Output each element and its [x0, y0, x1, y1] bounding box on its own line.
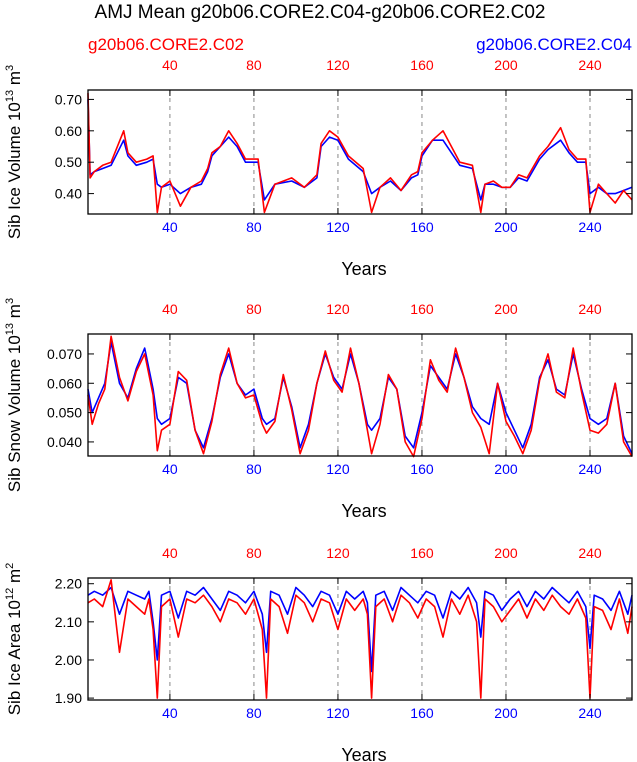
- x-tick-label-bottom: 80: [246, 219, 262, 235]
- series-line-red: [87, 335, 633, 458]
- x-tick-label-bottom: 240: [578, 219, 602, 235]
- x-tick-label-bottom: 200: [494, 705, 518, 721]
- panel-1: 0.40 0.50 0.60 0.70 40 40 80 80 120 120 160 160 200 2…: [4, 57, 633, 279]
- x-tick-label-top: 200: [494, 301, 518, 317]
- x-tick-label-top: 120: [326, 545, 350, 561]
- x-tick-label-bottom: 120: [326, 461, 350, 477]
- x-tick-label-bottom: 200: [494, 461, 518, 477]
- x-tick-label-bottom: 120: [326, 219, 350, 235]
- y-axis-title: Sib Ice Volume 1013 m3: [4, 65, 24, 239]
- x-tick-label-bottom: 160: [410, 461, 434, 477]
- x-tick-label-bottom: 240: [578, 461, 602, 477]
- x-tick-label-top: 160: [410, 301, 434, 317]
- x-axis-title: Years: [341, 745, 386, 762]
- x-tick-label-bottom: 200: [494, 219, 518, 235]
- panel-2: 0.040 0.050 0.060 0.070 40 40 80 80 120 120 160 160…: [4, 298, 633, 521]
- x-tick-label-top: 240: [578, 57, 602, 73]
- legend-c02-label: g20b06.CORE2.C02: [88, 35, 244, 54]
- series-line-red: [87, 93, 633, 214]
- y-tick-label: 0.40: [55, 186, 82, 202]
- x-tick-label-top: 120: [326, 57, 350, 73]
- figure-title: AMJ Mean g20b06.CORE2.C04-g20b06.CORE2.C…: [95, 2, 546, 23]
- x-tick-label-bottom: 240: [578, 705, 602, 721]
- x-tick-label-top: 80: [246, 301, 262, 317]
- x-tick-label-bottom: 160: [410, 705, 434, 721]
- y-tick-label: 0.70: [55, 91, 82, 107]
- x-tick-label-bottom: 80: [246, 705, 262, 721]
- y-tick-label: 0.060: [47, 375, 82, 391]
- y-tick-label: 0.070: [47, 346, 82, 362]
- y-axis-title: Sib Ice Area 1012 m2: [4, 563, 24, 716]
- x-tick-label-top: 240: [578, 545, 602, 561]
- y-tick-label: 0.050: [47, 405, 82, 421]
- series-line-blue: [87, 99, 633, 201]
- series-line-blue: [87, 586, 633, 673]
- y-tick-label: 1.90: [55, 690, 82, 706]
- legend-c04-label: g20b06.CORE2.C04: [476, 35, 632, 54]
- y-tick-label: 2.10: [55, 614, 82, 630]
- x-tick-label-top: 40: [162, 545, 178, 561]
- x-tick-label-bottom: 80: [246, 461, 262, 477]
- x-tick-label-top: 160: [410, 545, 434, 561]
- x-tick-label-top: 200: [494, 57, 518, 73]
- y-axis-title: Sib Snow Volume 1013 m3: [4, 298, 24, 492]
- x-tick-label-top: 160: [410, 57, 434, 73]
- panel-3: 1.90 2.00 2.10 2.20 40 40 80 80 120 120 160 160 200 2…: [4, 545, 633, 762]
- x-tick-label-top: 40: [162, 57, 178, 73]
- x-tick-label-top: 80: [246, 57, 262, 73]
- y-tick-label: 0.040: [47, 434, 82, 450]
- y-tick-label: 2.00: [55, 652, 82, 668]
- series-line-red: [87, 579, 633, 699]
- x-tick-label-bottom: 40: [162, 705, 178, 721]
- plot-frame: [87, 89, 633, 215]
- x-tick-label-top: 80: [246, 545, 262, 561]
- y-tick-label: 0.50: [55, 154, 82, 170]
- y-tick-label: 2.20: [55, 576, 82, 592]
- plot-frame: [87, 577, 633, 701]
- x-tick-label-bottom: 40: [162, 461, 178, 477]
- x-tick-label-top: 120: [326, 301, 350, 317]
- x-tick-label-bottom: 40: [162, 219, 178, 235]
- x-tick-label-top: 240: [578, 301, 602, 317]
- panels: 0.40 0.50 0.60 0.70 40 40 80 80 120 120 160 160 200 2…: [4, 57, 633, 762]
- x-axis-title: Years: [341, 501, 386, 521]
- plot-frame: [87, 333, 633, 457]
- y-tick-label: 0.60: [55, 123, 82, 139]
- x-tick-label-top: 40: [162, 301, 178, 317]
- x-tick-label-bottom: 160: [410, 219, 434, 235]
- x-tick-label-top: 200: [494, 545, 518, 561]
- x-tick-label-bottom: 120: [326, 705, 350, 721]
- x-axis-title: Years: [341, 259, 386, 279]
